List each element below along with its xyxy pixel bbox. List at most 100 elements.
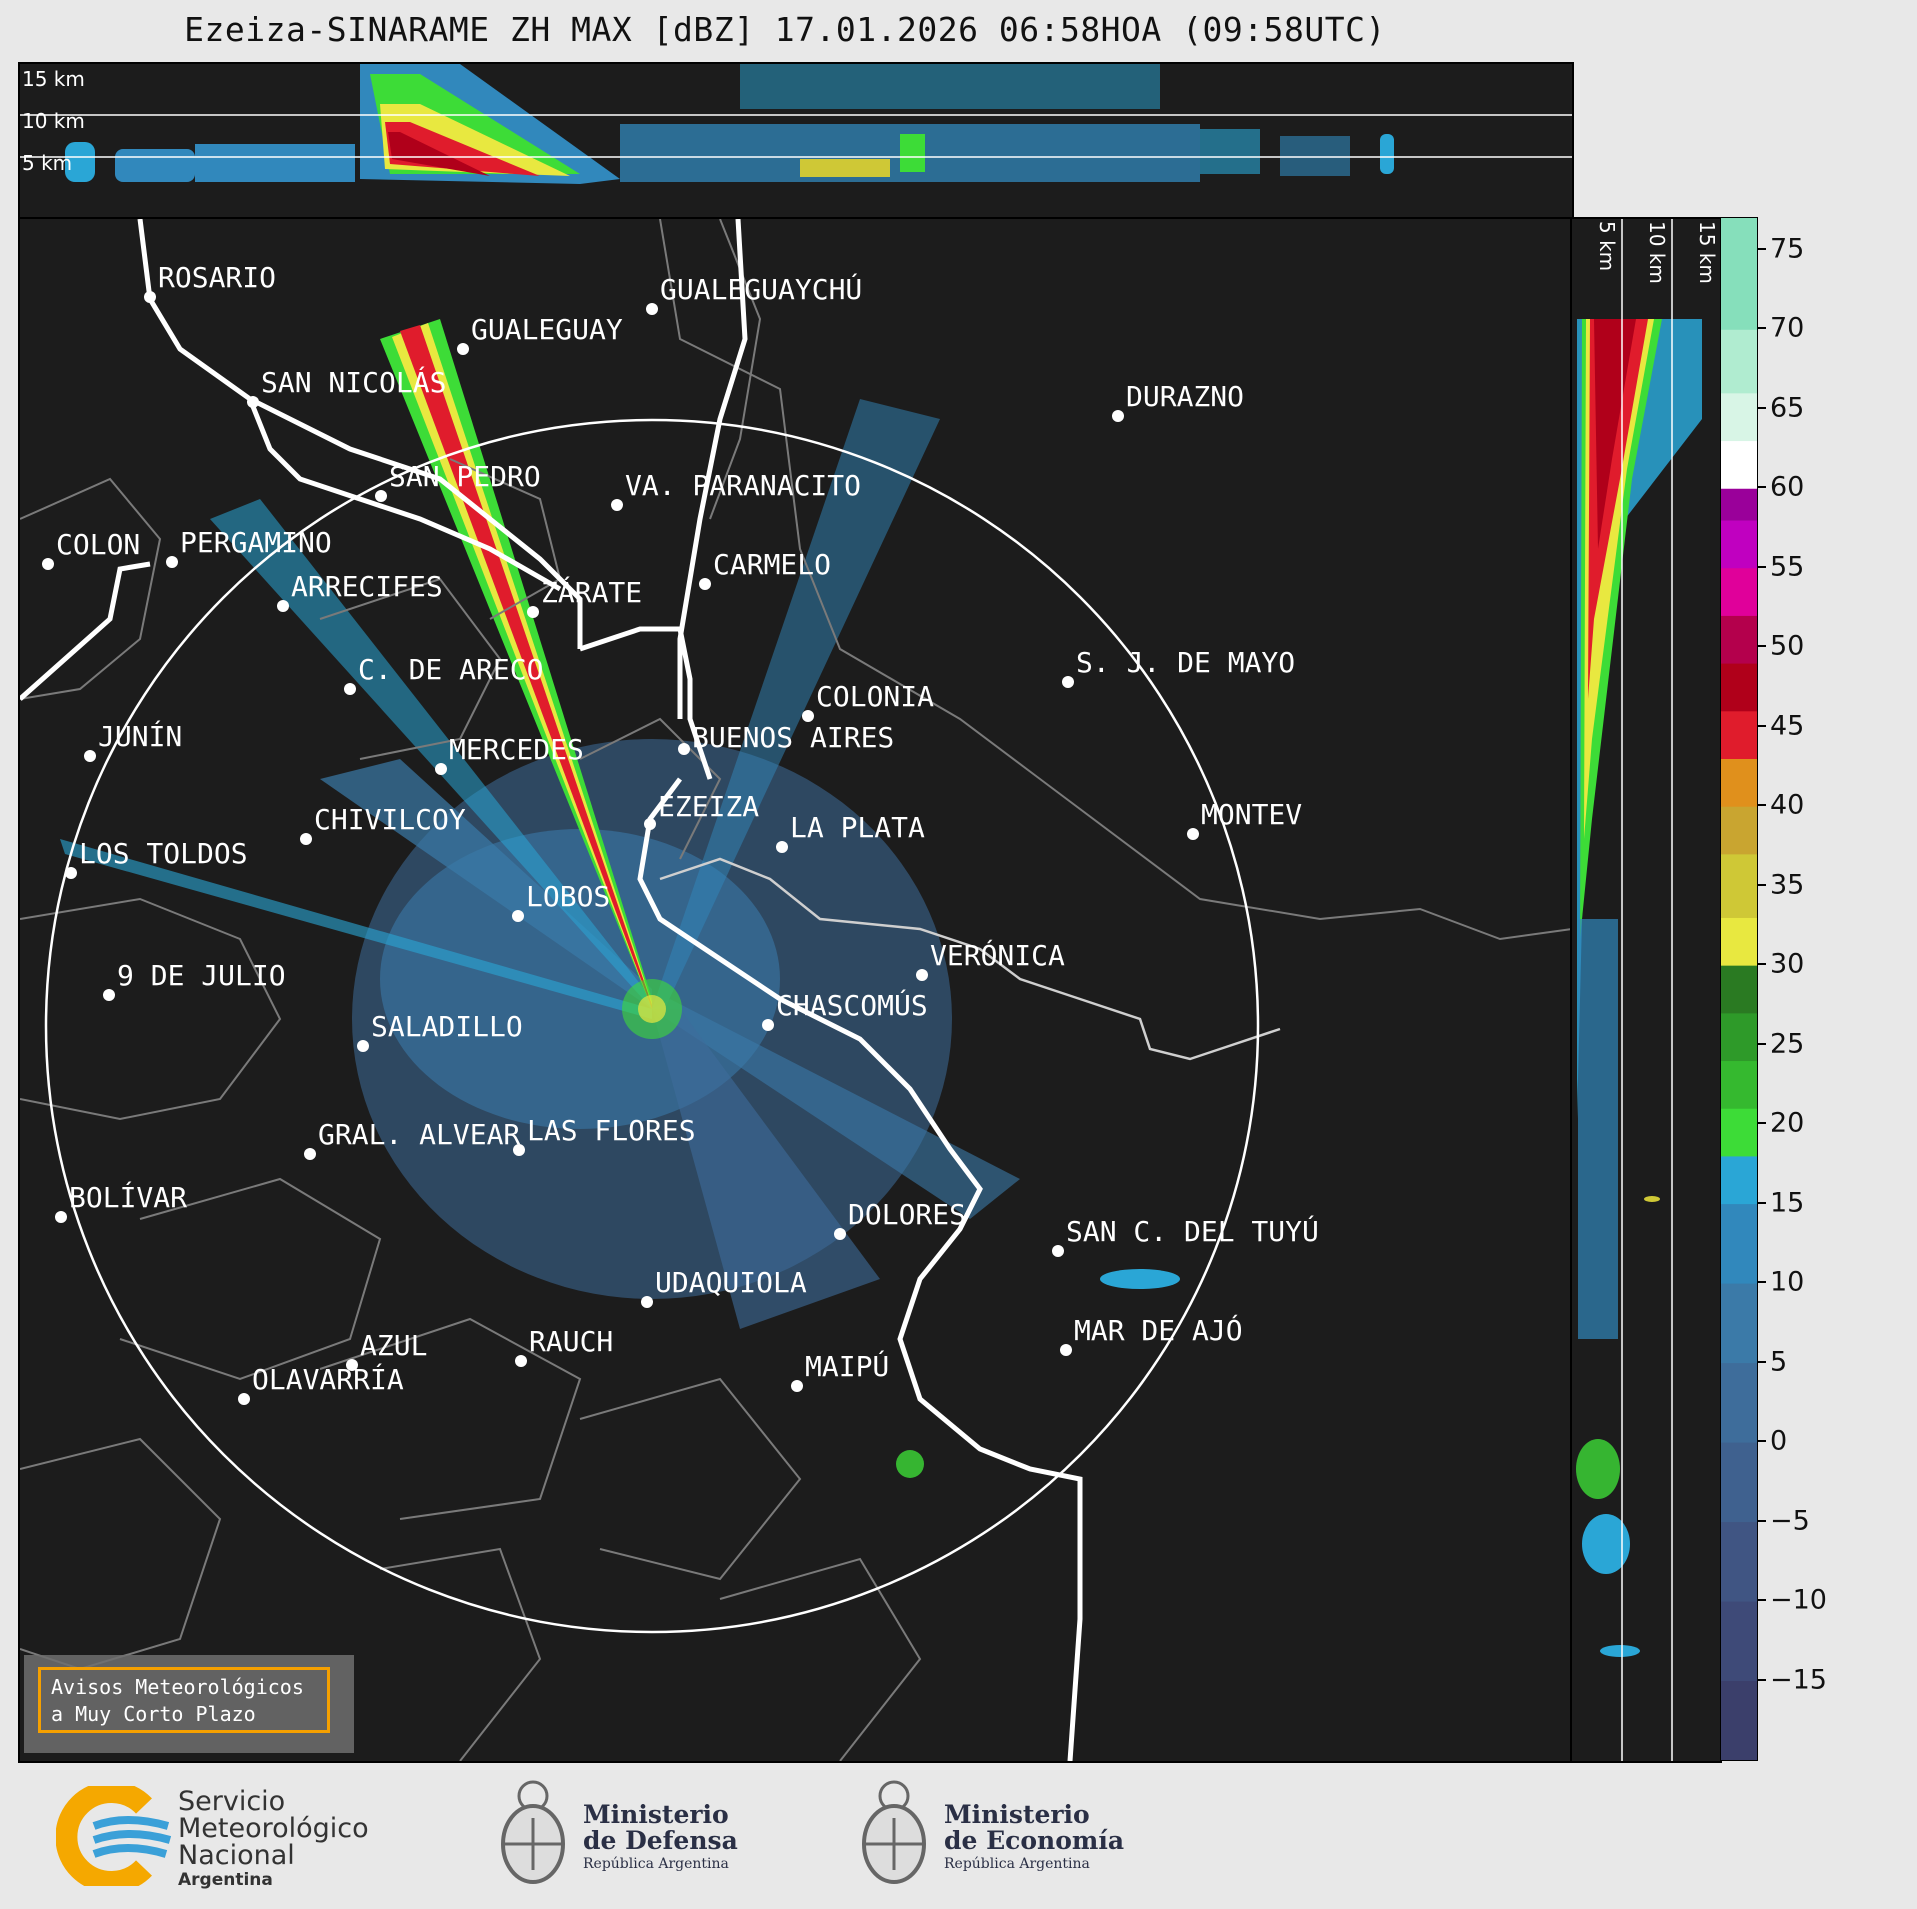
colorbar-tick (1758, 645, 1766, 648)
svg-text:AZUL: AZUL (360, 1329, 427, 1362)
svg-text:BUENOS AIRES: BUENOS AIRES (692, 721, 894, 754)
radar-echoes (60, 319, 1180, 1478)
svg-text:MAIPÚ: MAIPÚ (805, 1349, 889, 1383)
svg-text:LOBOS: LOBOS (526, 880, 610, 913)
colorbar-tick-label: 30 (1770, 948, 1805, 980)
colorbar-band (1721, 1362, 1757, 1443)
svg-text:VERÓNICA: VERÓNICA (930, 938, 1065, 972)
colorbar-band (1721, 758, 1757, 807)
side-alt-label-5km: 5 km (1595, 221, 1619, 271)
svg-text:DURAZNO: DURAZNO (1126, 380, 1244, 413)
svg-text:SAN NICOLÁS: SAN NICOLÁS (261, 365, 446, 399)
city-rauch: RAUCH (515, 1325, 613, 1367)
colorbar-tick (1758, 565, 1766, 568)
city-olavarria: OLAVARRÍA (238, 1362, 404, 1405)
smn-line3: Nacional (178, 1840, 295, 1871)
colorbar-tick-label: 70 (1770, 312, 1805, 344)
colorbar-tick-label: 0 (1770, 1425, 1788, 1457)
city-chivilcoy: CHIVILCOY (300, 803, 466, 845)
svg-text:MAR DE AJÓ: MAR DE AJÓ (1074, 1313, 1243, 1347)
colorbar-band (1721, 710, 1757, 759)
smn-line2: Meteorológico (178, 1813, 369, 1844)
city-la-plata: LA PLATA (776, 811, 925, 853)
colorbar-tick-label: 35 (1770, 869, 1805, 901)
city-buenos-aires: BUENOS AIRES (678, 721, 894, 755)
city-junin: JUNÍN (84, 719, 182, 762)
footer: Servicio Meteorológico Nacional Argentin… (0, 1762, 1917, 1909)
colorbar-band (1721, 1601, 1757, 1682)
city-maipu: MAIPÚ (791, 1349, 889, 1392)
svg-text:GUALEGUAY: GUALEGUAY (471, 313, 623, 346)
avisos-line2: a Muy Corto Plazo (51, 1702, 256, 1726)
defensa-line3: República Argentina (583, 1856, 729, 1872)
colorbar-tick-label: −5 (1770, 1505, 1810, 1537)
economia-line1: Ministerio (944, 1800, 1090, 1829)
city-9-de-julio: 9 DE JULIO (103, 959, 286, 1001)
range-ring (44, 418, 1260, 1634)
colorbar-band (1721, 1012, 1757, 1062)
coat-of-arms-icon (501, 1780, 565, 1884)
colorbar-tick-label: 15 (1770, 1187, 1805, 1219)
radar-map[interactable]: ROSARIO GUALEGUAYCHÚ GUALEGUAY SAN NICOL… (18, 217, 1574, 1763)
city-las-flores: LAS FLORES (513, 1114, 696, 1156)
colorbar-tick-label: 25 (1770, 1028, 1805, 1060)
city-gualeguay: GUALEGUAY (457, 313, 623, 355)
colorbar-tick (1758, 1042, 1766, 1045)
colorbar-tick-label: 45 (1770, 710, 1805, 742)
city-los-toldos: LOS TOLDOS (65, 837, 248, 879)
top-cross-section: 15 km 10 km 5 km (18, 62, 1574, 221)
svg-text:LAS FLORES: LAS FLORES (527, 1114, 696, 1147)
coat-of-arms-icon (862, 1780, 926, 1884)
svg-text:COLON: COLON (56, 528, 140, 561)
colorbar-tick-label: 10 (1770, 1266, 1805, 1298)
avisos-line1: Avisos Meteorológicos (51, 1675, 304, 1699)
svg-text:OLAVARRÍA: OLAVARRÍA (252, 1362, 404, 1396)
colorbar-band (1721, 218, 1757, 330)
svg-text:CHASCOMÚS: CHASCOMÚS (776, 988, 928, 1022)
city-san-nicolas: SAN NICOLÁS (247, 365, 446, 408)
smn-logo: Servicio Meteorológico Nacional Argentin… (55, 1781, 396, 1893)
colorbar-tick-label: 5 (1770, 1346, 1788, 1378)
colorbar-band (1721, 663, 1757, 712)
colorbar-band (1721, 853, 1757, 918)
city-zarate: ZÁRATE (527, 575, 642, 618)
svg-text:CARMELO: CARMELO (713, 548, 831, 581)
colorbar-tick (1758, 1122, 1766, 1125)
colorbar-band (1721, 1060, 1757, 1109)
side-echoes (1576, 319, 1702, 1657)
colorbar-band (1721, 806, 1757, 855)
city-markers: ROSARIO GUALEGUAYCHÚ GUALEGUAY SAN NICOL… (42, 261, 1319, 1405)
svg-text:C. DE ARECO: C. DE ARECO (358, 653, 543, 686)
colorbar-tick-label: −10 (1770, 1584, 1827, 1616)
page-title: Ezeiza-SINARAME ZH MAX [dBZ] 17.01.2026 … (184, 10, 1386, 49)
colorbar-band (1721, 1442, 1757, 1523)
colorbar-tick (1758, 327, 1766, 330)
colorbar-tick (1758, 1281, 1766, 1284)
svg-text:VA. PARANACITO: VA. PARANACITO (625, 469, 861, 502)
colorbar-tick (1758, 724, 1766, 727)
city-mar-de-ajo: MAR DE AJÓ (1060, 1313, 1243, 1356)
colorbar-band (1721, 1108, 1757, 1157)
colorbar-tick (1758, 406, 1766, 409)
city-montev: MONTEV (1187, 798, 1302, 840)
colorbar-tick (1758, 1440, 1766, 1443)
svg-text:LA PLATA: LA PLATA (790, 811, 925, 844)
svg-text:COLONIA: COLONIA (816, 680, 934, 713)
alt-label-15km: 15 km (22, 67, 85, 91)
colorbar-tick (1758, 883, 1766, 886)
svg-text:ROSARIO: ROSARIO (158, 261, 276, 294)
city-colon: COLON (42, 528, 140, 570)
colorbar-tick (1758, 486, 1766, 489)
svg-text:SALADILLO: SALADILLO (371, 1010, 523, 1043)
smn-line4: Argentina (178, 1870, 273, 1890)
city-lobos: LOBOS (512, 880, 610, 922)
colorbar-tick-label: 20 (1770, 1107, 1805, 1139)
colorbar-tick-label: 50 (1770, 630, 1805, 662)
svg-text:RAUCH: RAUCH (529, 1325, 613, 1358)
city-san-pedro: SAN PEDRO (375, 460, 541, 502)
avisos-badge[interactable]: Avisos Meteorológicos a Muy Corto Plazo (24, 1655, 354, 1753)
city-chascomus: CHASCOMÚS (762, 988, 928, 1031)
economia-line2: de Economía (944, 1826, 1125, 1855)
colorbar-tick (1758, 1519, 1766, 1522)
colorbar-band (1721, 440, 1757, 489)
